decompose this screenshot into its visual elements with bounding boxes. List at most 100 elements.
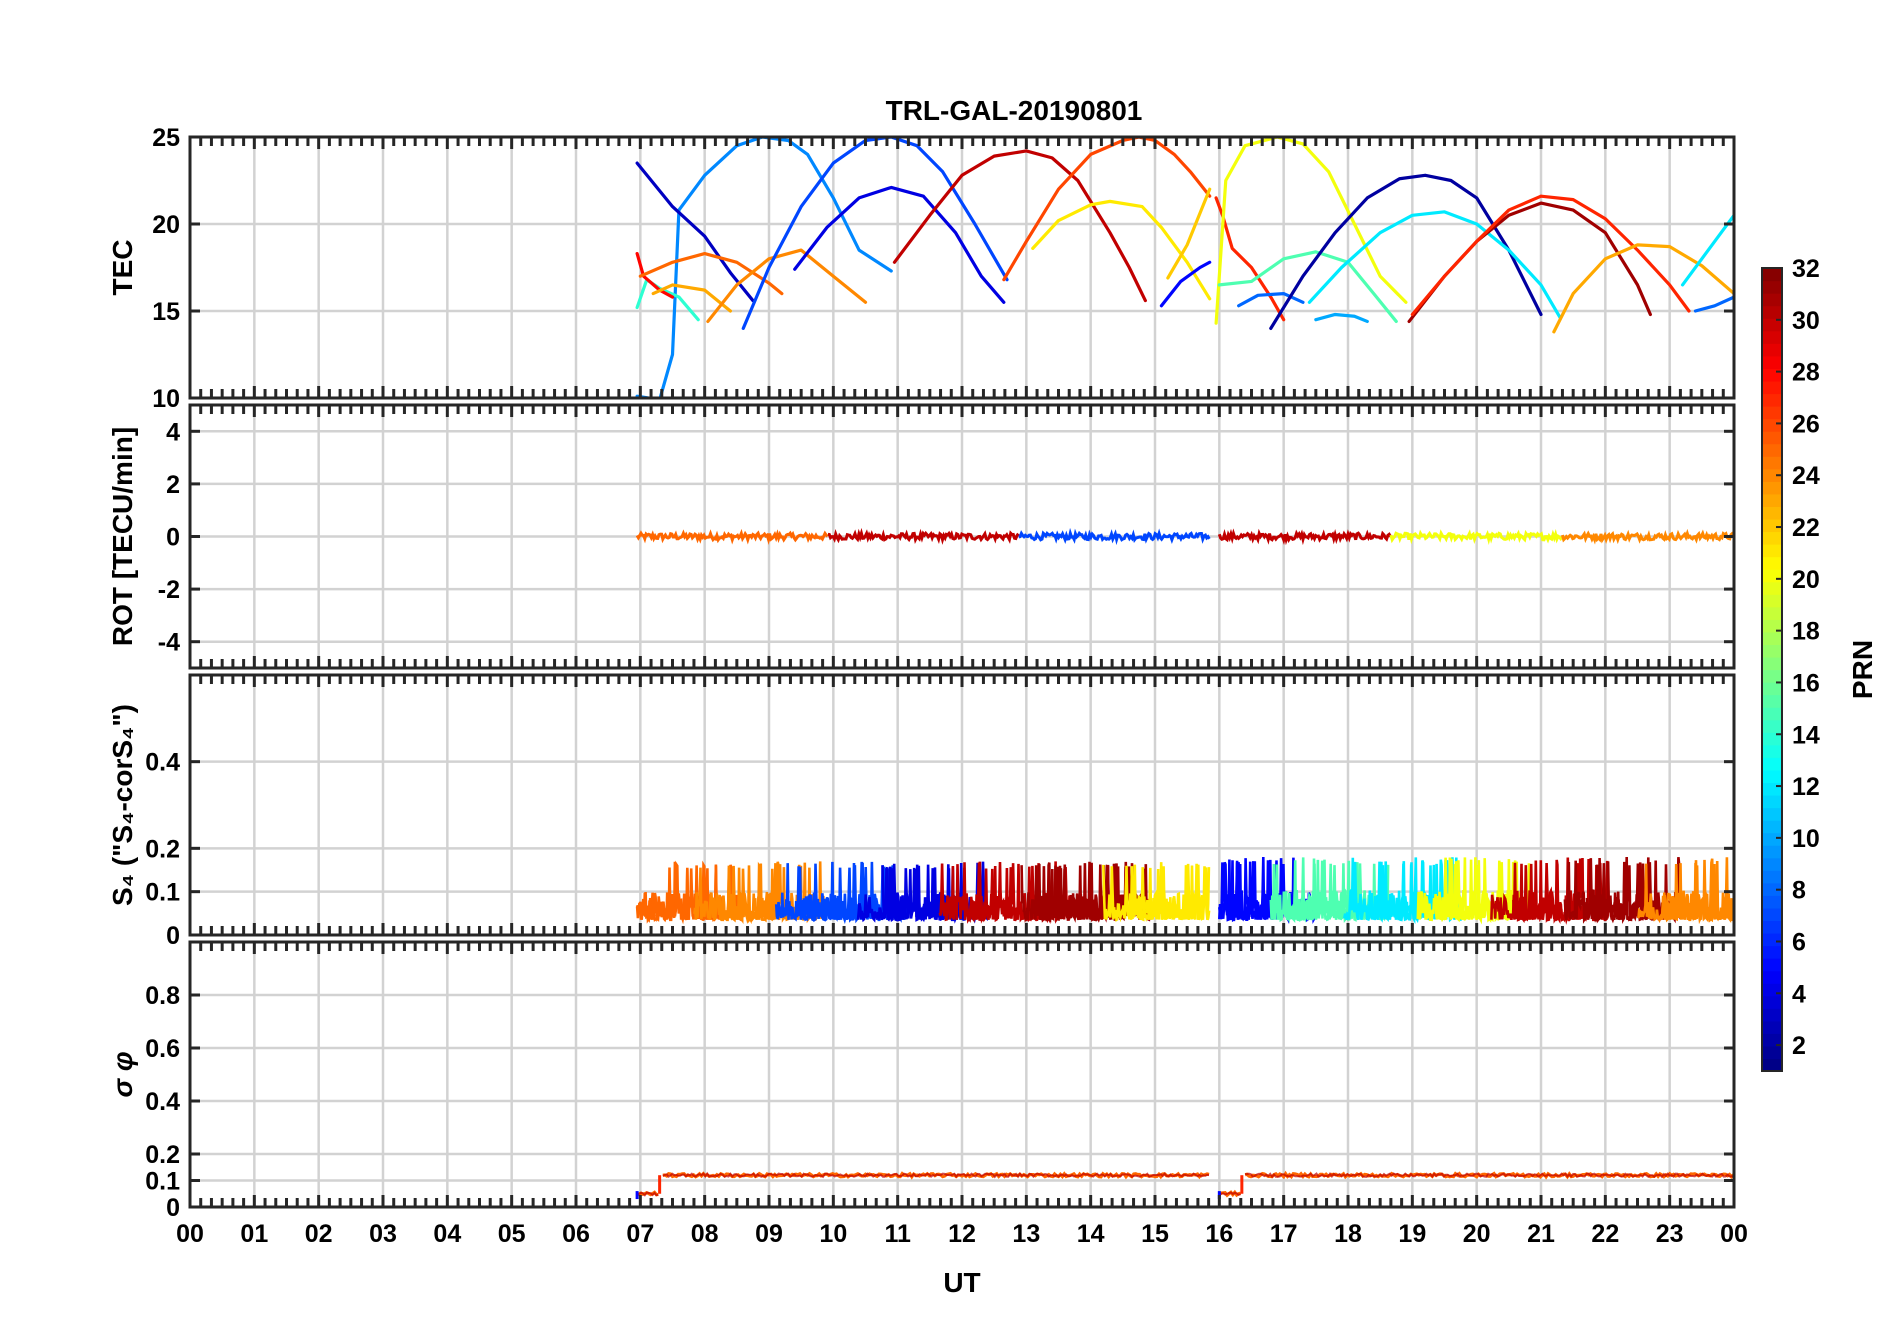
s4-trace (1637, 860, 1734, 924)
colorbar-swatch (1762, 970, 1782, 984)
colorbar-swatch (1762, 945, 1782, 959)
colorbar-swatch (1762, 330, 1782, 344)
colorbar-swatch (1762, 807, 1782, 821)
y-tick-label: 0.1 (145, 879, 180, 907)
series-line-prn-24 (706, 248, 868, 324)
colorbar-swatch (1762, 343, 1782, 357)
y-tick-label: 20 (152, 211, 180, 239)
rot-trace (1560, 528, 1734, 545)
y-tick-label: 0.1 (145, 1168, 180, 1196)
sigma-trace (636, 1191, 659, 1197)
colorbar-swatch (1762, 732, 1782, 746)
colorbar-tick-label: 32 (1792, 255, 1820, 283)
series-line-prn-15 (1217, 250, 1398, 324)
y-tick-label: 15 (152, 298, 180, 326)
colorbar-swatch (1762, 531, 1782, 545)
colorbar-tick-label: 28 (1792, 359, 1820, 387)
series-line-prn-27 (1214, 196, 1286, 322)
colorbar-swatch (1762, 506, 1782, 520)
rot-trace (1018, 527, 1211, 546)
colorbar-swatch (1762, 368, 1782, 382)
x-tick-label: 08 (691, 1220, 719, 1248)
colorbar-swatch (1762, 669, 1782, 683)
colorbar-swatch (1762, 882, 1782, 896)
colorbar-tick-label: 30 (1792, 307, 1820, 335)
x-tick-label: 09 (755, 1220, 783, 1248)
colorbar-swatch (1762, 794, 1782, 809)
data-layer (635, 1170, 1734, 1200)
x-tick-label: 17 (1270, 1220, 1298, 1248)
x-tick-label: 13 (1012, 1220, 1040, 1248)
colorbar-swatch (1762, 468, 1782, 482)
y-axis-label: TEC (107, 240, 138, 296)
colorbar-swatch (1762, 707, 1782, 721)
grid (190, 942, 1734, 1209)
colorbar-swatch (1762, 293, 1782, 307)
series-line-prn-5 (1159, 260, 1212, 308)
colorbar-swatch (1762, 656, 1782, 671)
colorbar-swatch (1762, 895, 1782, 909)
series-line-prn-9 (635, 137, 893, 398)
series-line-prn-12 (1680, 213, 1734, 287)
colorbar-swatch (1762, 280, 1782, 294)
colorbar-swatch (1762, 318, 1782, 332)
rot-trace (635, 528, 829, 545)
x-tick-label: 14 (1077, 1220, 1105, 1248)
rot-trace (827, 527, 1020, 545)
x-tick-label: 07 (626, 1220, 654, 1248)
tick-marks (188, 942, 1736, 1209)
colorbar-tick-label: 14 (1792, 721, 1820, 749)
colorbar-swatch (1762, 719, 1782, 733)
colorbar-swatch (1762, 694, 1782, 708)
colorbar-swatch (1762, 418, 1782, 432)
chart-title: TRL-GAL-20190801 (886, 95, 1143, 126)
x-tick-label: 00 (176, 1220, 204, 1248)
y-axis-label: σ φ (107, 1051, 138, 1097)
tick-marks (188, 675, 1736, 937)
y-tick-label: 0.4 (145, 1088, 180, 1116)
colorbar-tick-label: 18 (1792, 618, 1820, 646)
colorbar-swatch (1762, 983, 1782, 997)
colorbar-tick-label: 20 (1792, 566, 1820, 594)
sigma-trace (662, 1171, 1210, 1179)
series-line-prn-12 (1307, 210, 1562, 320)
series-line-prn-23 (1552, 243, 1734, 334)
x-tick-label: 03 (369, 1220, 397, 1248)
y-axis-label: S₄ ("S₄-corS₄") (107, 704, 138, 906)
colorbar-swatch (1762, 1058, 1782, 1072)
y-tick-label: 25 (152, 124, 180, 152)
data-layer (635, 137, 1734, 398)
colorbar-swatch (1762, 782, 1782, 796)
s4-trace (1343, 857, 1463, 923)
series-line-prn-21 (1031, 199, 1212, 301)
colorbar-swatch (1762, 544, 1782, 558)
x-tick-label: 16 (1205, 1220, 1233, 1248)
y-tick-label: 10 (152, 385, 180, 413)
colorbar-swatch (1762, 556, 1782, 570)
colorbar-swatch (1762, 744, 1782, 758)
series-line-prn-4 (793, 185, 1006, 304)
colorbar-swatch (1762, 518, 1782, 533)
x-tick-label: 01 (240, 1220, 268, 1248)
series-line-prn-7 (741, 137, 1009, 330)
colorbar-tick-label: 8 (1792, 877, 1806, 905)
colorbar-tick-label: 2 (1792, 1032, 1806, 1060)
colorbar-swatch (1762, 594, 1782, 608)
x-tick-label: 06 (562, 1220, 590, 1248)
series-line-prn-8 (1693, 295, 1734, 313)
series-line-prn-28 (635, 251, 675, 299)
series-line-prn-8 (1237, 292, 1305, 308)
tick-marks (188, 405, 1736, 668)
y-tick-label: 0.6 (145, 1035, 180, 1063)
x-tick-label: 19 (1398, 1220, 1426, 1248)
colorbar-swatch (1762, 443, 1782, 457)
x-tick-label: 23 (1656, 1220, 1684, 1248)
colorbar-swatch (1762, 431, 1782, 445)
x-tick-label: 18 (1334, 1220, 1362, 1248)
data-layer (635, 856, 1734, 925)
rot-trace (1389, 529, 1564, 545)
tick-marks (188, 135, 1736, 400)
colorbar-swatch (1762, 832, 1782, 846)
series-line-prn-22 (1166, 187, 1212, 280)
colorbar-swatch (1762, 606, 1782, 620)
